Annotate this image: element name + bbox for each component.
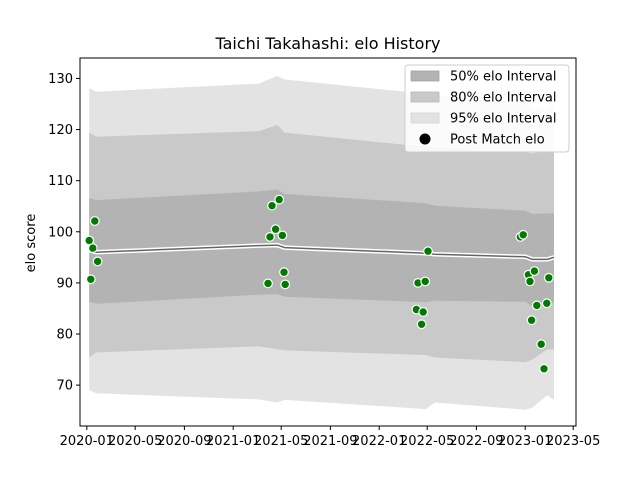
y-tick-label: 120 xyxy=(48,123,73,138)
y-tick-label: 80 xyxy=(56,328,73,343)
x-tick-label: 2021-05 xyxy=(254,434,308,449)
y-tick-label: 130 xyxy=(48,72,73,87)
legend-swatch-band95 xyxy=(410,112,440,124)
post-match-point xyxy=(92,256,103,267)
legend-marker-points xyxy=(419,133,431,145)
y-tick-label: 110 xyxy=(48,174,73,189)
post-match-point xyxy=(89,216,100,226)
chart-title: Taichi Takahashi: elo History xyxy=(215,34,441,53)
post-match-point xyxy=(274,194,285,205)
x-tick-label: 2020-09 xyxy=(157,434,211,449)
post-match-point xyxy=(539,363,549,374)
post-match-point xyxy=(423,246,433,257)
post-match-point xyxy=(518,229,529,240)
post-match-point xyxy=(85,274,96,285)
plot-frame xyxy=(79,57,577,427)
post-match-point xyxy=(543,272,554,283)
post-match-point xyxy=(270,224,281,235)
post-match-point xyxy=(526,315,537,326)
legend-label: 50% elo Interval xyxy=(450,70,557,85)
legend-label: Post Match elo xyxy=(450,133,545,148)
x-tick-label: 2021-09 xyxy=(303,434,357,449)
post-match-point xyxy=(279,267,289,278)
post-match-point xyxy=(418,307,429,317)
x-tick-label: 2023-01 xyxy=(498,434,552,449)
y-tick-label: 70 xyxy=(56,379,73,394)
legend-box xyxy=(404,64,570,153)
x-tick-label: 2022-09 xyxy=(449,434,503,449)
post-match-point xyxy=(267,200,277,211)
y-axis-label: elo score xyxy=(24,214,39,273)
x-tick-label: 2020-05 xyxy=(108,434,162,449)
legend-swatch-band80 xyxy=(410,91,440,103)
post-match-point xyxy=(265,231,275,242)
y-axis: 70 80 90 100 110 120 130 xyxy=(48,72,80,394)
post-match-point xyxy=(263,278,273,289)
legend: 50% elo Interval 80% elo Interval 95% elo … xyxy=(404,64,570,153)
post-match-point xyxy=(531,300,542,311)
legend-label: 80% elo Interval xyxy=(450,91,557,106)
x-tick-label: 2020-01 xyxy=(60,434,114,449)
x-tick-label: 2022-05 xyxy=(400,434,454,449)
x-axis: 2020-012020-052020-092021-012021-052021-… xyxy=(60,426,600,449)
post-match-point xyxy=(525,276,535,287)
post-match-point xyxy=(87,243,98,254)
post-match-point xyxy=(280,279,291,290)
legend-label: 95% elo Interval xyxy=(450,112,557,127)
post-match-point xyxy=(529,266,540,277)
post-match-point xyxy=(416,319,427,330)
post-match-point xyxy=(277,230,288,241)
x-tick-label: 2021-01 xyxy=(206,434,260,449)
x-tick-label: 2023-05 xyxy=(546,434,600,449)
post-match-point xyxy=(541,298,552,309)
y-tick-label: 90 xyxy=(56,276,73,291)
post-match-point xyxy=(420,276,431,287)
legend-swatch-band50 xyxy=(410,70,440,82)
post-match-point xyxy=(536,339,547,350)
post-match-points xyxy=(84,194,554,374)
y-tick-label: 100 xyxy=(48,225,73,240)
interval-bands xyxy=(89,75,554,410)
x-tick-label: 2022-01 xyxy=(352,434,406,449)
